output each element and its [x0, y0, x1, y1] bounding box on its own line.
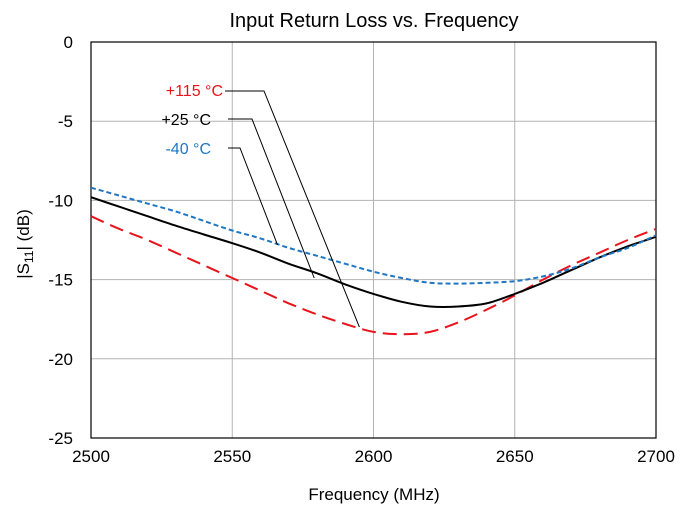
- series-line: [90, 196, 657, 309]
- callout-label: +25 °C: [161, 112, 211, 129]
- grid: [90, 41, 657, 439]
- series-line: [90, 186, 657, 285]
- plot-frame: [90, 41, 657, 439]
- y-axis-title-subscript: 11: [22, 250, 36, 263]
- x-tick-labels: 2500 2550 2600 2650 2700: [72, 447, 675, 466]
- y-axis-title-main: |S: [14, 263, 33, 279]
- callout-leader-line: [225, 90, 360, 328]
- y-tick-labels: 0 -5 -10 -15 -20 -25: [48, 33, 73, 448]
- callout-leader-line: [228, 118, 315, 279]
- y-tick-label: -15: [48, 271, 73, 290]
- x-tick-label: 2650: [496, 447, 534, 466]
- y-tick-label: -5: [58, 112, 73, 131]
- y-tick-label: -25: [48, 429, 73, 448]
- callout-label: -40 °C: [165, 141, 211, 158]
- y-axis-title: |S11| (dB): [14, 209, 36, 279]
- series-lines: [90, 186, 657, 336]
- callout-label: +115 °C: [166, 83, 223, 100]
- y-tick-label: -10: [48, 191, 73, 210]
- y-tick-label: -20: [48, 350, 73, 369]
- x-tick-label: 2550: [213, 447, 251, 466]
- chart-title: Input Return Loss vs. Frequency: [229, 10, 518, 32]
- callouts: +115 °C +25 °C -40 °C: [161, 83, 360, 328]
- x-tick-label: 2700: [637, 447, 675, 466]
- x-axis-title: Frequency (MHz): [308, 485, 439, 504]
- y-axis-title-tail: | (dB): [14, 209, 33, 250]
- y-tick-label: 0: [64, 33, 73, 52]
- callout-leader-line: [228, 147, 278, 245]
- x-tick-label: 2600: [355, 447, 393, 466]
- x-tick-label: 2500: [72, 447, 110, 466]
- series-line: [90, 215, 657, 336]
